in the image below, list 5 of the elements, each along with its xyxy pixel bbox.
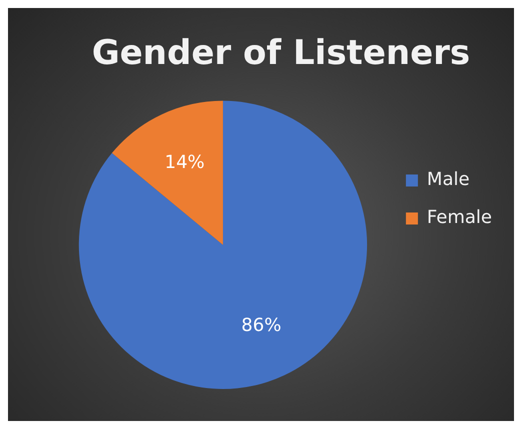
data-label: 86%: [241, 315, 282, 336]
legend-label: Female: [426, 207, 492, 228]
data-label: 14%: [164, 152, 205, 174]
chart-title: Gender of Listeners: [92, 33, 470, 74]
legend-label: Male: [426, 169, 470, 190]
